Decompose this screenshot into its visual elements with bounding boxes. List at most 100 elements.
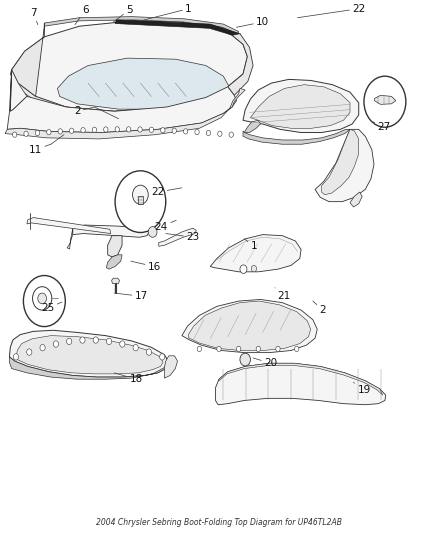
Polygon shape: [11, 70, 245, 117]
Polygon shape: [7, 70, 237, 133]
Circle shape: [251, 265, 257, 272]
Text: 23: 23: [166, 232, 199, 243]
Polygon shape: [108, 236, 122, 257]
Circle shape: [47, 130, 51, 135]
Polygon shape: [374, 95, 396, 104]
Circle shape: [149, 127, 154, 132]
Circle shape: [148, 227, 157, 237]
Circle shape: [106, 338, 112, 345]
Circle shape: [13, 354, 18, 360]
Circle shape: [32, 287, 52, 310]
Polygon shape: [164, 356, 177, 378]
Circle shape: [276, 346, 280, 352]
Circle shape: [104, 127, 108, 132]
Text: 6: 6: [75, 5, 89, 25]
Circle shape: [92, 127, 97, 132]
Polygon shape: [106, 255, 122, 269]
Circle shape: [67, 338, 72, 345]
Text: 1: 1: [141, 4, 192, 21]
Polygon shape: [112, 278, 120, 284]
Polygon shape: [159, 228, 196, 246]
Polygon shape: [228, 34, 253, 95]
Text: 25: 25: [41, 302, 62, 313]
Circle shape: [240, 265, 247, 273]
Circle shape: [138, 127, 142, 132]
Circle shape: [161, 127, 165, 133]
Polygon shape: [10, 330, 169, 377]
Circle shape: [172, 128, 177, 133]
Text: 11: 11: [29, 144, 51, 155]
Polygon shape: [219, 364, 383, 395]
Text: 7: 7: [30, 9, 38, 25]
Text: 24: 24: [155, 220, 176, 232]
Circle shape: [256, 346, 261, 352]
Text: 27: 27: [374, 122, 391, 132]
Circle shape: [23, 276, 65, 327]
Polygon shape: [5, 88, 245, 139]
Circle shape: [195, 130, 199, 135]
Polygon shape: [16, 336, 163, 374]
Text: 20: 20: [253, 358, 277, 368]
Text: 5: 5: [113, 5, 133, 22]
Polygon shape: [182, 300, 317, 353]
Circle shape: [12, 132, 17, 138]
Polygon shape: [315, 130, 374, 201]
Circle shape: [133, 344, 138, 351]
Circle shape: [237, 346, 241, 352]
Circle shape: [206, 130, 211, 135]
Circle shape: [40, 344, 45, 351]
Circle shape: [35, 130, 40, 135]
Polygon shape: [251, 85, 350, 128]
Polygon shape: [210, 235, 301, 272]
Polygon shape: [73, 225, 149, 237]
Circle shape: [115, 171, 166, 232]
Circle shape: [120, 341, 125, 347]
Circle shape: [70, 128, 74, 133]
Polygon shape: [67, 228, 73, 249]
Polygon shape: [12, 21, 247, 111]
Polygon shape: [188, 301, 311, 351]
Circle shape: [229, 132, 233, 138]
Text: 16: 16: [131, 261, 161, 271]
Polygon shape: [10, 357, 169, 379]
Polygon shape: [350, 192, 362, 207]
Circle shape: [184, 129, 188, 134]
Circle shape: [80, 337, 85, 343]
Text: 22: 22: [151, 187, 182, 197]
Text: 17: 17: [114, 291, 148, 301]
Text: 10: 10: [237, 17, 269, 27]
Circle shape: [218, 131, 222, 136]
Circle shape: [294, 346, 299, 352]
Circle shape: [240, 353, 251, 366]
Text: 22: 22: [297, 4, 365, 18]
Text: 2: 2: [74, 106, 95, 116]
Circle shape: [38, 293, 46, 304]
Polygon shape: [57, 58, 229, 109]
Polygon shape: [243, 130, 350, 144]
Circle shape: [115, 127, 120, 132]
Circle shape: [58, 129, 63, 134]
Text: 2: 2: [313, 301, 326, 315]
Polygon shape: [244, 120, 261, 133]
Polygon shape: [138, 196, 143, 204]
Polygon shape: [243, 79, 359, 133]
Circle shape: [146, 349, 152, 356]
Polygon shape: [27, 217, 111, 233]
Circle shape: [159, 354, 165, 360]
Circle shape: [24, 131, 28, 136]
Circle shape: [197, 346, 201, 352]
Circle shape: [364, 76, 406, 127]
Circle shape: [127, 127, 131, 132]
Circle shape: [27, 349, 32, 356]
Circle shape: [81, 127, 85, 133]
Circle shape: [133, 185, 148, 204]
Polygon shape: [11, 70, 27, 111]
Circle shape: [93, 337, 99, 343]
Text: 2004 Chrysler Sebring Boot-Folding Top Diagram for UP46TL2AB: 2004 Chrysler Sebring Boot-Folding Top D…: [96, 518, 342, 527]
Polygon shape: [115, 20, 242, 38]
Polygon shape: [44, 17, 239, 35]
Text: 19: 19: [353, 382, 371, 395]
Circle shape: [217, 346, 221, 352]
Text: 1: 1: [244, 239, 257, 251]
Text: 21: 21: [275, 288, 290, 301]
